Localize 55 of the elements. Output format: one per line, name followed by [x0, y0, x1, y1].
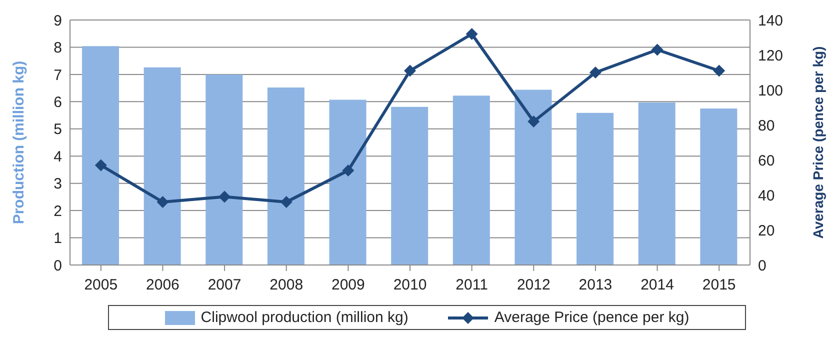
- x-tick-label: 2008: [270, 276, 304, 294]
- y2-tick-label: 80: [758, 117, 775, 134]
- x-tick-label: 2009: [331, 276, 365, 294]
- y-tick-label: 5: [54, 121, 62, 138]
- y-tick-label: 7: [54, 66, 62, 84]
- legend-label: Clipwool production (million kg): [200, 309, 408, 326]
- bar: [206, 74, 243, 265]
- point: [589, 66, 602, 78]
- point: [156, 196, 169, 208]
- point: [404, 64, 416, 77]
- point: [342, 164, 354, 176]
- point: [528, 116, 540, 128]
- x-tick-label: 2010: [393, 276, 427, 294]
- y2-axis-title: Average Price (pence per kg): [810, 46, 826, 239]
- y-tick-label: 1: [54, 230, 62, 248]
- point: [94, 159, 107, 172]
- point: [280, 196, 292, 208]
- y2-tick-label: 120: [758, 47, 784, 64]
- y2-tick-label: 0: [758, 257, 766, 274]
- y-tick-label: 6: [54, 94, 62, 111]
- bar: [576, 112, 614, 265]
- y-tick-label: 3: [54, 176, 62, 193]
- bar: [452, 96, 490, 265]
- x-tick-label: 2007: [208, 276, 242, 294]
- bar: [514, 90, 552, 265]
- y2-tick-label: 140: [758, 12, 784, 30]
- y2-tick-label: 40: [758, 187, 775, 204]
- bar: [329, 100, 366, 265]
- y-tick-label: 4: [54, 148, 62, 166]
- x-tick-label: 2015: [702, 276, 736, 294]
- y-tick-label: 0: [54, 257, 62, 274]
- point: [466, 28, 478, 40]
- y2-tick-label: 20: [758, 222, 775, 240]
- x-tick-label: 2005: [84, 276, 118, 294]
- x-tick-label: 2006: [146, 276, 180, 294]
- x-tick-label: 2014: [640, 276, 674, 294]
- legend-label: Average Price (pence per kg): [494, 309, 690, 326]
- x-tick-label: 2013: [578, 276, 612, 294]
- bar: [144, 67, 181, 265]
- x-tick-label: 2011: [456, 276, 488, 294]
- y2-tick-label: 100: [758, 82, 784, 100]
- bar: [700, 108, 738, 265]
- y-axis-title: Production (million kg): [10, 60, 28, 224]
- y2-tick-label: 60: [758, 152, 775, 170]
- y-tick-label: 8: [54, 40, 62, 57]
- point: [651, 44, 664, 56]
- y-tick-label: 9: [54, 12, 62, 30]
- y-tick-label: 2: [54, 202, 62, 220]
- point: [713, 64, 726, 77]
- bar: [391, 106, 428, 265]
- bar: [267, 88, 304, 265]
- x-tick-label: 2012: [516, 276, 550, 294]
- point: [218, 190, 231, 203]
- bar: [638, 102, 676, 265]
- bar: [82, 46, 119, 265]
